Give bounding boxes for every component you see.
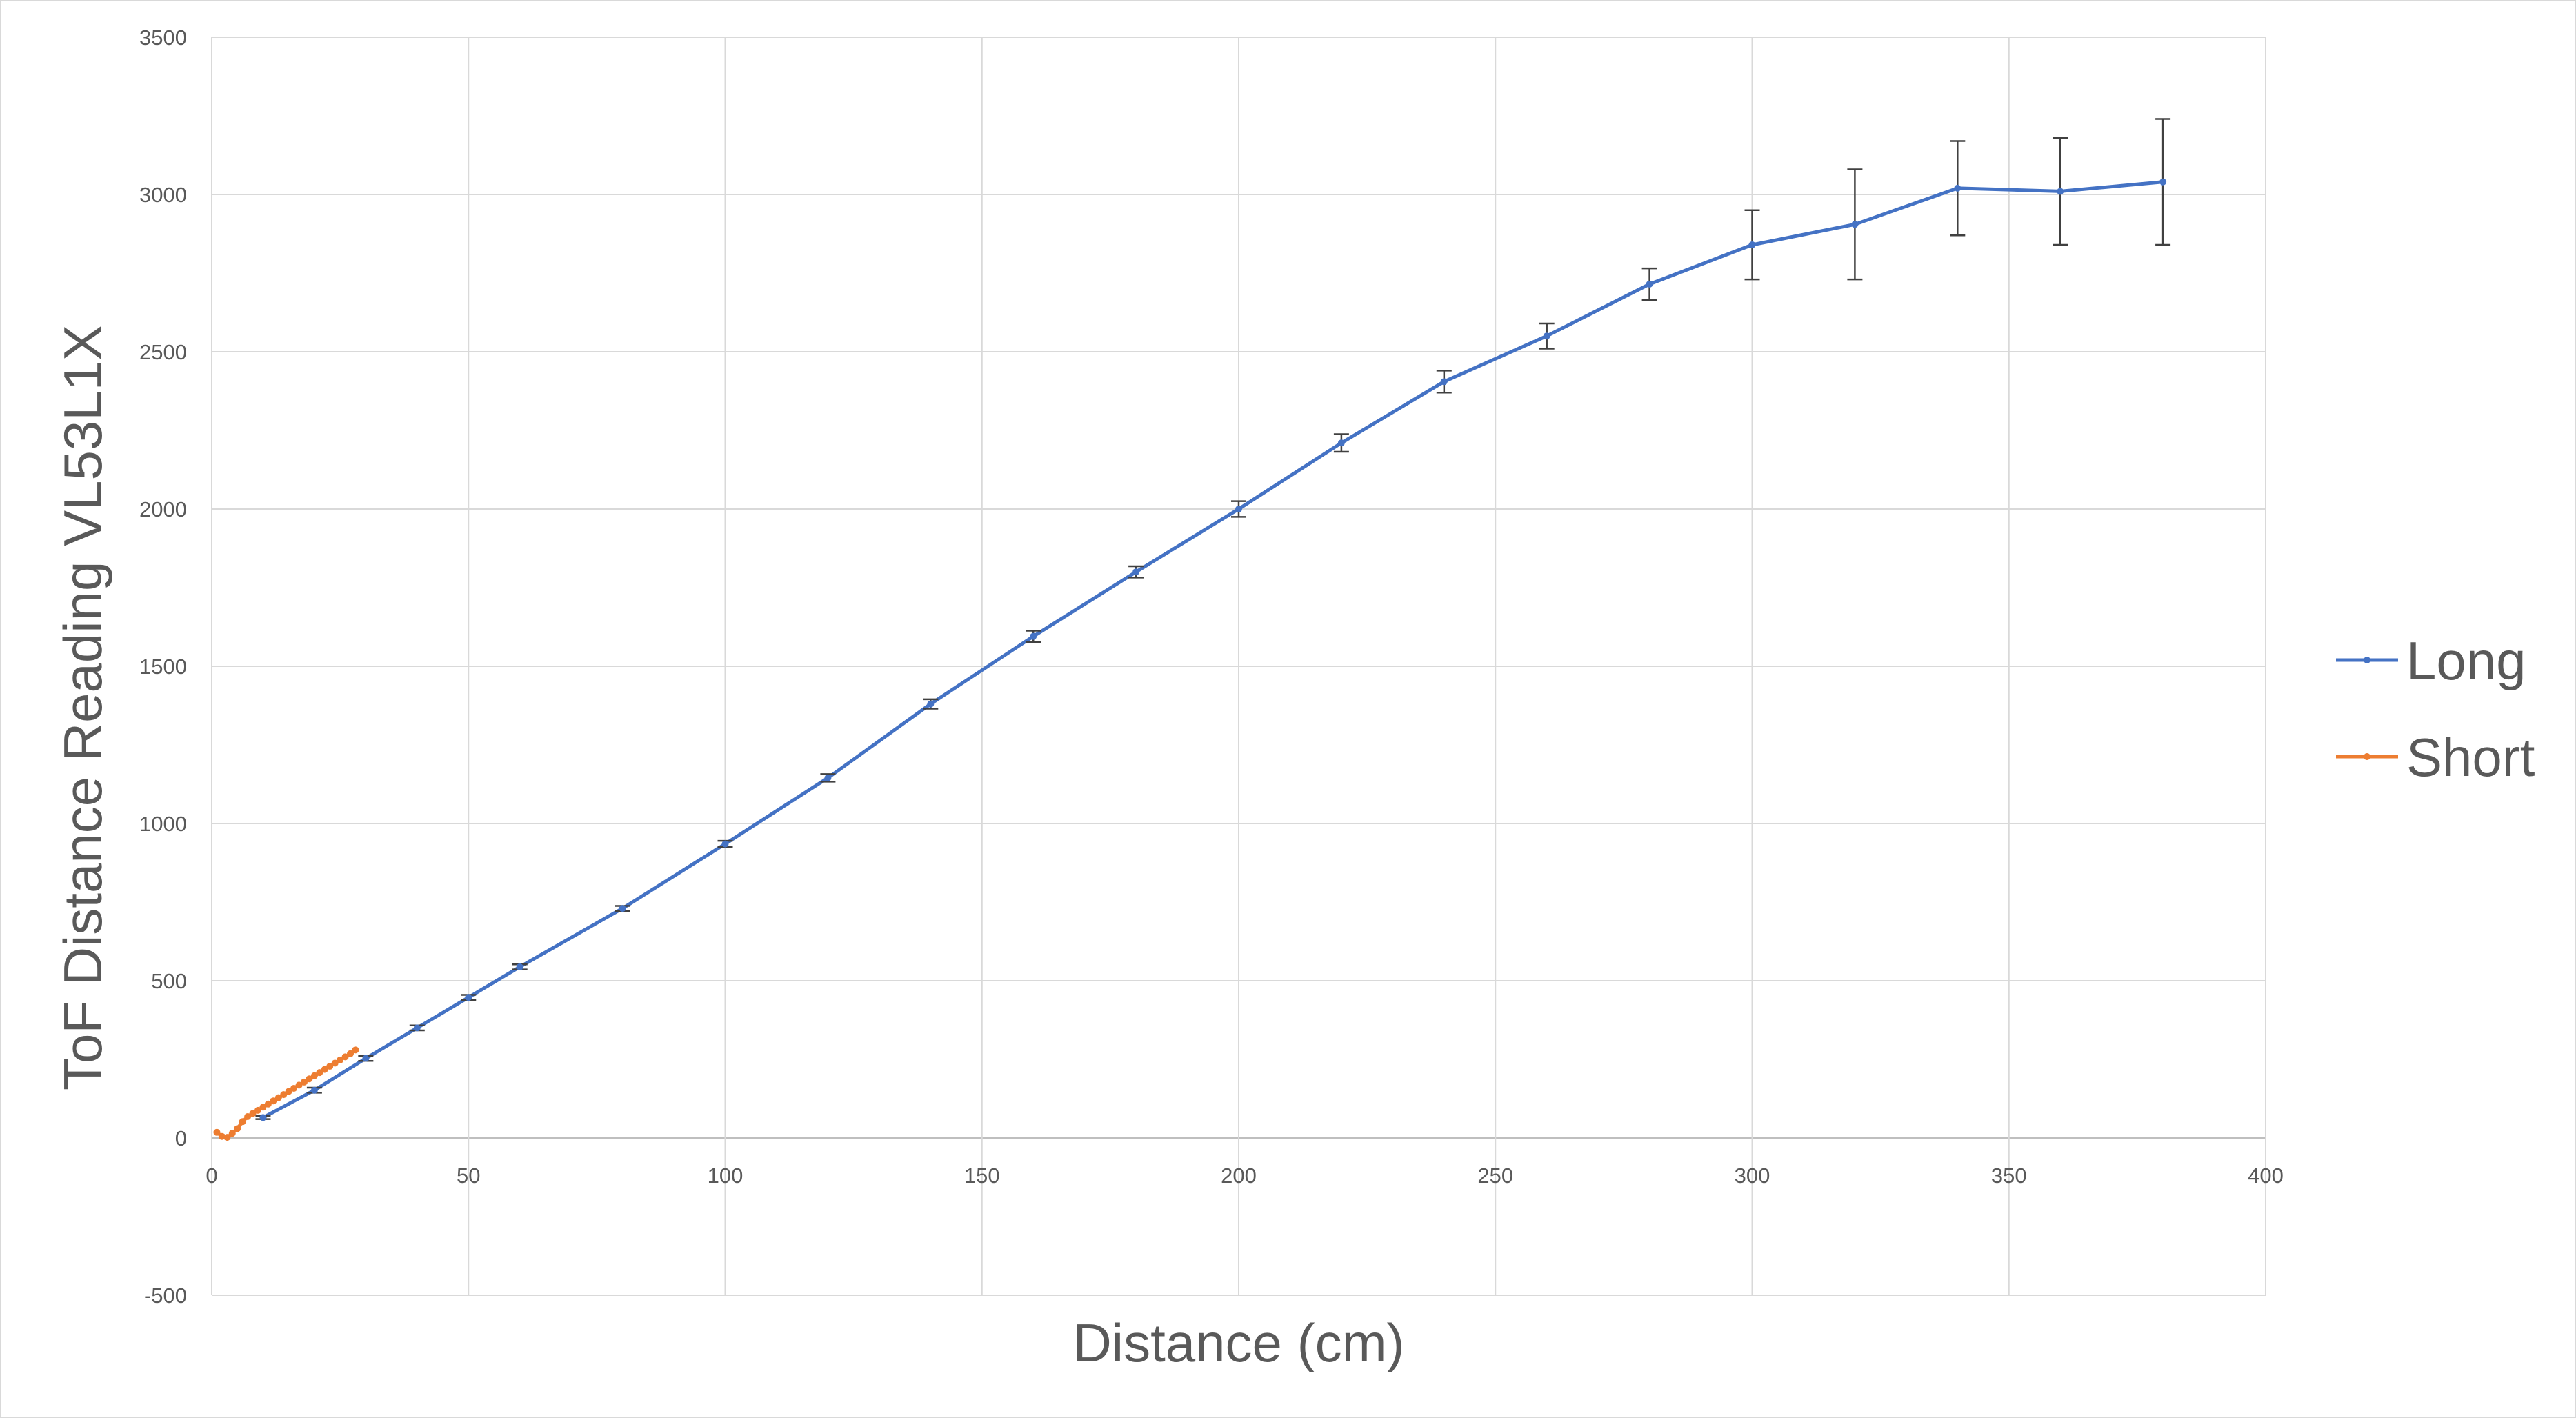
data-point bbox=[321, 1066, 328, 1073]
x-tick-label: 200 bbox=[1221, 1164, 1257, 1188]
data-point bbox=[213, 1128, 221, 1136]
series-long bbox=[255, 118, 2171, 1121]
legend-marker bbox=[2364, 657, 2370, 663]
data-point bbox=[347, 1050, 355, 1057]
data-point bbox=[218, 1132, 226, 1140]
series-layer bbox=[213, 118, 2171, 1141]
data-point bbox=[259, 1114, 267, 1121]
legend-label: Long bbox=[2406, 630, 2526, 691]
legend-item-long: Long bbox=[2336, 630, 2526, 691]
y-axis-title: ToF Distance Reading VL53L1X bbox=[52, 325, 113, 1090]
data-point bbox=[1646, 280, 1653, 288]
y-tick-label: -500 bbox=[144, 1284, 187, 1308]
data-point bbox=[290, 1084, 298, 1092]
data-point bbox=[2057, 188, 2064, 195]
data-point bbox=[331, 1059, 339, 1067]
data-point bbox=[295, 1081, 303, 1089]
x-tick-label: 350 bbox=[1991, 1164, 2027, 1188]
data-point bbox=[274, 1094, 282, 1101]
y-tick-label: 3500 bbox=[139, 26, 187, 50]
data-point bbox=[259, 1104, 267, 1111]
data-point bbox=[306, 1075, 313, 1083]
legend-marker bbox=[2364, 753, 2370, 760]
data-point bbox=[337, 1056, 344, 1064]
legend-label: Short bbox=[2406, 727, 2535, 788]
data-point bbox=[249, 1110, 257, 1117]
data-point bbox=[824, 774, 832, 781]
data-point bbox=[316, 1069, 323, 1077]
data-point bbox=[362, 1055, 370, 1062]
x-axis-title: Distance (cm) bbox=[1072, 1312, 1404, 1373]
series-short bbox=[213, 1046, 359, 1141]
y-tick-label: 1000 bbox=[139, 812, 187, 836]
data-point bbox=[270, 1097, 277, 1105]
data-point bbox=[413, 1024, 421, 1032]
legend: Long Short bbox=[2336, 630, 2535, 788]
data-point bbox=[254, 1106, 262, 1114]
data-point bbox=[2159, 178, 2167, 186]
y-tick-label: 500 bbox=[151, 969, 187, 993]
data-point bbox=[234, 1125, 241, 1132]
tick-labels: -500 0 500 1000 1500 2000 2500 3000 3500 0 50 100 15… bbox=[139, 26, 2284, 1308]
data-point bbox=[1030, 632, 1037, 640]
x-tick-label: 150 bbox=[964, 1164, 1000, 1188]
data-point bbox=[619, 905, 626, 912]
y-tick-label: 2500 bbox=[139, 340, 187, 364]
y-tick-label: 0 bbox=[175, 1126, 187, 1150]
data-point bbox=[244, 1112, 252, 1120]
x-tick-label: 0 bbox=[206, 1164, 217, 1188]
data-point bbox=[1235, 506, 1242, 512]
y-tick-label: 3000 bbox=[139, 183, 187, 207]
data-point bbox=[927, 700, 935, 708]
data-point bbox=[228, 1130, 236, 1137]
data-point bbox=[301, 1078, 308, 1086]
y-tick-label: 2000 bbox=[139, 497, 187, 521]
data-point bbox=[239, 1118, 246, 1126]
data-point bbox=[721, 840, 729, 848]
data-point bbox=[1748, 241, 1756, 248]
legend-item-short: Short bbox=[2336, 727, 2535, 788]
data-point bbox=[223, 1134, 231, 1141]
data-point bbox=[1954, 184, 1961, 192]
data-point bbox=[1132, 568, 1140, 576]
x-tick-label: 300 bbox=[1735, 1164, 1770, 1188]
data-point bbox=[310, 1086, 318, 1094]
x-tick-label: 250 bbox=[1477, 1164, 1513, 1188]
y-tick-label: 1500 bbox=[139, 655, 187, 679]
data-point bbox=[1543, 332, 1550, 340]
x-tick-label: 100 bbox=[708, 1164, 743, 1188]
data-point bbox=[326, 1063, 334, 1070]
x-tick-label: 50 bbox=[457, 1164, 480, 1188]
data-point bbox=[280, 1091, 288, 1099]
data-point bbox=[465, 994, 472, 1001]
data-point bbox=[341, 1053, 349, 1061]
data-point bbox=[516, 963, 523, 970]
x-tick-label: 400 bbox=[2248, 1164, 2284, 1188]
data-point bbox=[1337, 439, 1345, 447]
data-point bbox=[1440, 378, 1448, 386]
data-point bbox=[310, 1072, 318, 1079]
data-point bbox=[1851, 221, 1859, 228]
series-line bbox=[261, 180, 2165, 1119]
data-point bbox=[352, 1046, 359, 1054]
data-point bbox=[285, 1088, 292, 1095]
data-point bbox=[264, 1100, 272, 1108]
